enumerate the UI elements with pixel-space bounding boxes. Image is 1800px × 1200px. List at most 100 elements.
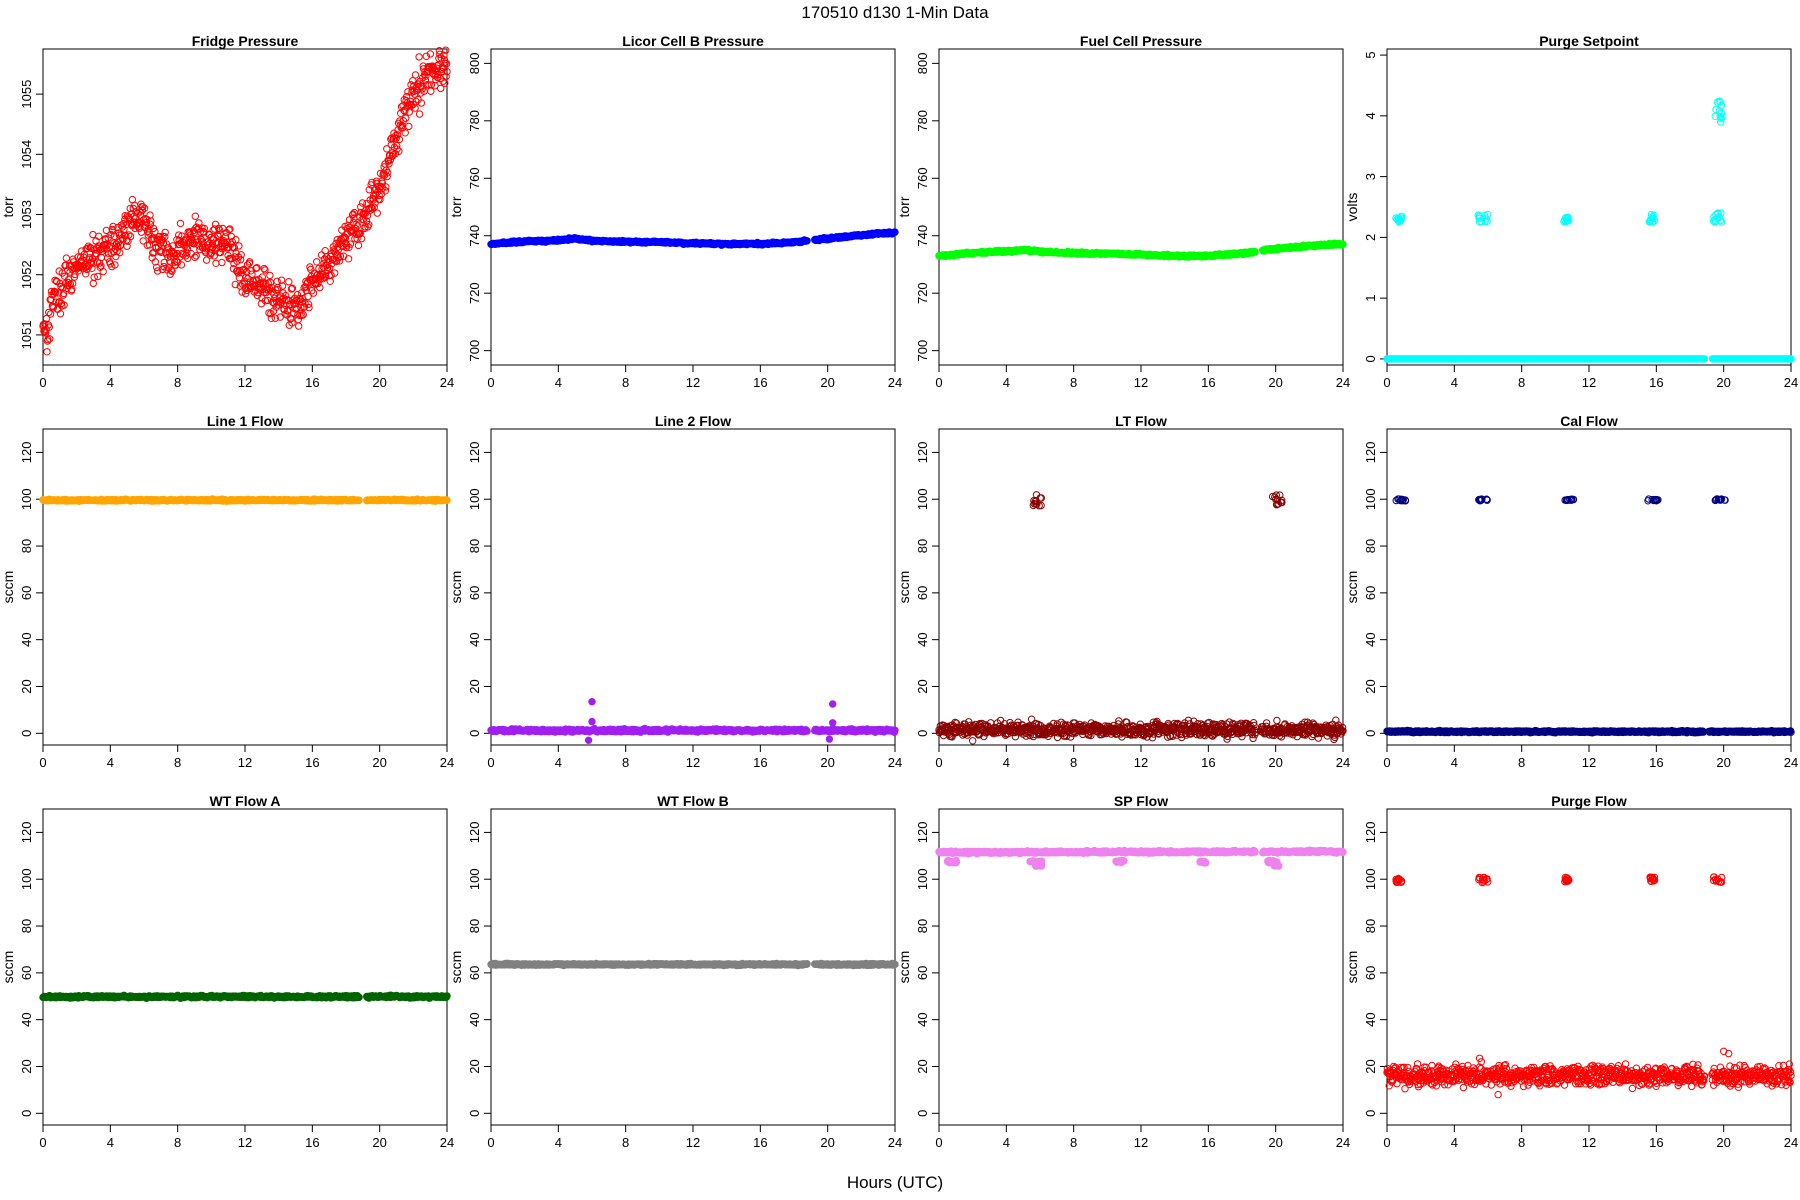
figure-title: 170510 d130 1-Min Data [801,3,989,22]
data-point [969,737,977,745]
x-tick-label: 4 [107,755,114,770]
data-point [139,237,147,245]
plot-frame [490,428,896,746]
data-point [387,135,395,143]
data-point [231,280,240,289]
x-tick-label: 20 [372,375,386,390]
data-point [300,303,309,311]
data-point [382,183,390,191]
y-axis-label: torr [0,196,16,217]
y-tick-label: 40 [915,632,930,646]
data-point [341,222,349,231]
plot-frame [42,428,448,746]
y-tick-label: 0 [19,730,34,737]
data-point [146,211,154,219]
x-tick-label: 16 [1201,755,1215,770]
data-point [46,310,55,318]
data-point [95,232,103,241]
data-point [303,283,311,291]
data-point [442,72,450,81]
data-point [295,322,303,330]
x-tick-label: 20 [372,755,386,770]
y-tick-label: 100 [19,488,34,510]
data-point [421,76,430,84]
data-point [45,308,53,317]
y-tick-label: 700 [467,340,482,362]
data-point [305,303,313,312]
y-tick-label: 120 [467,442,482,464]
data-point [341,234,350,242]
y-tick-label: 1054 [19,140,34,169]
data-point [354,241,363,250]
data-point [411,71,420,79]
x-tick-label: 8 [174,755,181,770]
data-point [112,252,120,261]
y-axis-label: sccm [896,571,912,604]
data-point [829,700,837,708]
data-point [332,257,341,266]
data-point [88,264,96,272]
x-tick-label: 24 [440,755,454,770]
data-point [803,237,811,245]
data-point [274,283,282,292]
data-point [408,86,417,94]
data-point [401,129,409,137]
data-point [417,99,426,107]
y-tick-label: 20 [19,679,34,693]
data-point [427,87,435,95]
data-point [383,145,391,153]
data-point [168,267,176,275]
data-point [191,212,200,220]
y-tick-label: 120 [19,442,34,464]
x-tick-label: 16 [1201,375,1215,390]
data-point [316,283,324,292]
data-point [891,726,899,734]
y-tick-label: 800 [467,53,482,75]
data-point [314,279,322,288]
x-axis: 0 4 8 12 16 20 24 [487,364,902,390]
data-point [242,273,250,281]
data-point [232,249,240,257]
data-point [278,282,287,290]
data-point [401,107,409,115]
y-tick-label: 60 [915,586,930,600]
y-axis-label: torr [896,196,912,217]
data-point [99,267,107,276]
data-point [56,310,65,318]
data-point [415,110,424,118]
data-point [116,248,124,257]
data-point [231,253,239,261]
y-tick-label: 760 [915,167,930,189]
y-tick-label: 1055 [19,80,34,109]
data-point [161,228,169,237]
x-tick-label: 12 [1134,755,1148,770]
data-point [45,323,53,331]
x-axis: 0 4 8 12 16 20 24 [487,744,902,770]
data-point [422,52,430,60]
plot-frame [490,48,896,366]
data-point [370,192,378,200]
data-point [333,250,341,259]
data-point [266,271,274,280]
data-point [352,220,360,229]
data-point [405,108,413,116]
y-tick-label: 720 [915,282,930,304]
series-purge-setpoint [1383,97,1795,363]
data-point [803,727,811,735]
data-point [437,84,445,93]
data-point [1251,248,1259,256]
data-point [346,240,355,248]
x-axis: 0 4 8 12 16 20 24 [1383,364,1798,390]
data-point [160,258,169,267]
data-point [584,736,593,744]
data-point [825,735,834,743]
data-point [331,269,339,277]
data-point [335,254,343,262]
panel-title: Line 1 Flow [207,413,283,429]
x-tick-label: 8 [174,375,181,390]
